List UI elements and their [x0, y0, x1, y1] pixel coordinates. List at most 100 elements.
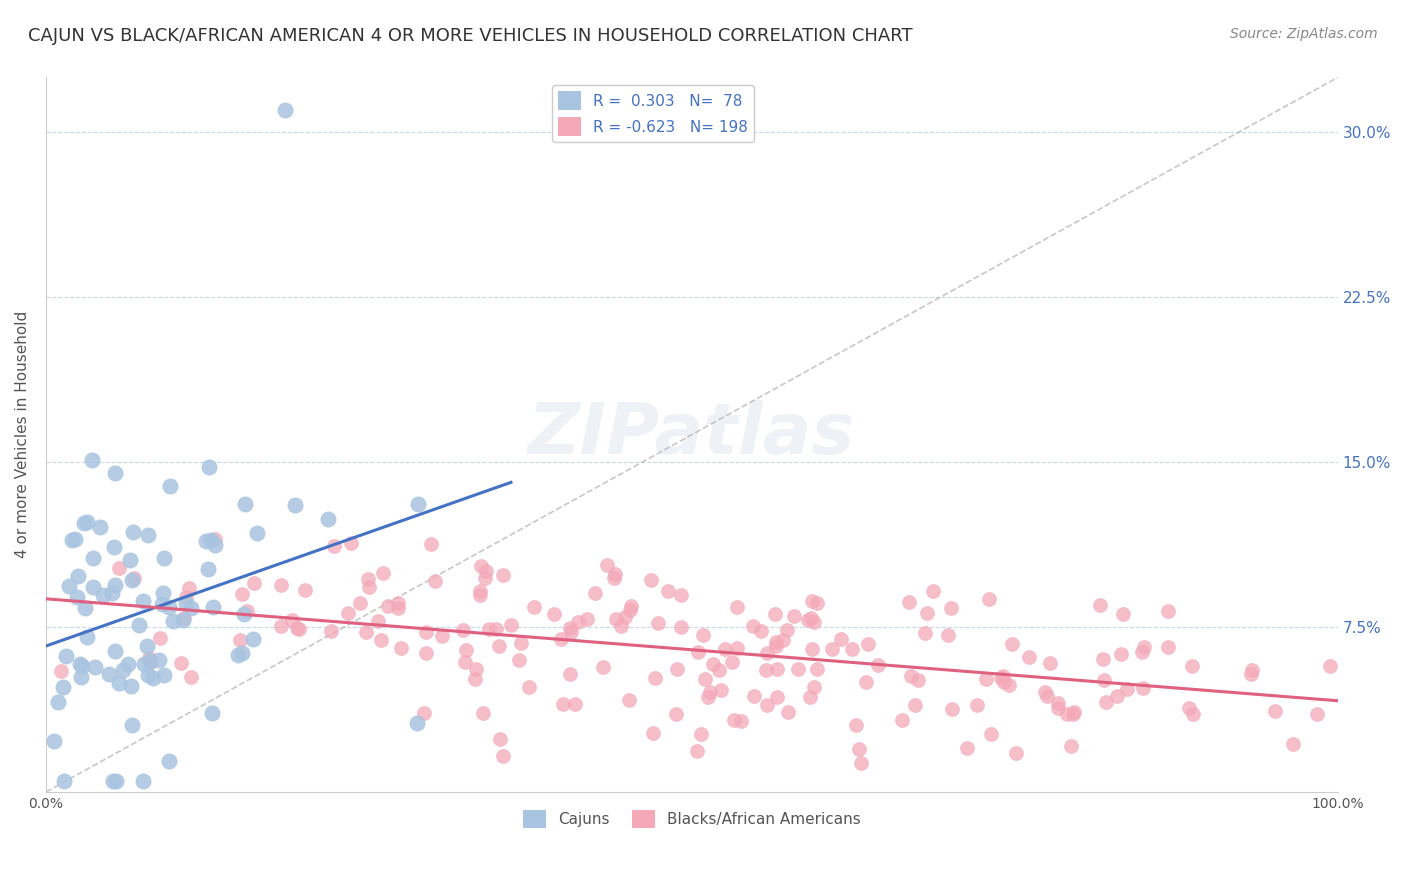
Point — [233, 497, 256, 511]
Point — [103, 774, 125, 789]
Point — [692, 628, 714, 642]
Point — [157, 754, 180, 768]
Point — [499, 618, 522, 632]
Point — [990, 672, 1012, 686]
Point — [108, 675, 131, 690]
Point — [69, 657, 91, 671]
Point — [1033, 685, 1056, 699]
Point — [1130, 645, 1153, 659]
Point — [1005, 747, 1028, 761]
Point — [357, 572, 380, 586]
Point — [1092, 652, 1115, 666]
Point — [287, 622, 309, 636]
Point — [136, 668, 159, 682]
Point — [52, 774, 75, 789]
Point — [318, 512, 340, 526]
Point — [111, 663, 134, 677]
Point — [456, 643, 478, 657]
Point — [976, 672, 998, 686]
Point — [936, 628, 959, 642]
Point — [702, 657, 724, 671]
Point — [617, 693, 640, 707]
Point — [543, 607, 565, 621]
Point — [104, 773, 127, 788]
Point — [725, 600, 748, 615]
Point — [66, 590, 89, 604]
Point — [340, 536, 363, 550]
Point — [138, 651, 160, 665]
Point — [1047, 701, 1070, 715]
Point — [669, 620, 692, 634]
Point — [686, 645, 709, 659]
Point — [236, 604, 259, 618]
Point — [73, 516, 96, 531]
Point — [1095, 695, 1118, 709]
Point — [180, 601, 202, 615]
Point — [200, 533, 222, 547]
Point — [204, 532, 226, 546]
Point — [1240, 667, 1263, 681]
Point — [270, 619, 292, 633]
Point — [941, 701, 963, 715]
Point — [152, 586, 174, 600]
Point — [914, 626, 936, 640]
Point — [610, 618, 633, 632]
Point — [451, 623, 474, 637]
Point — [647, 615, 669, 630]
Point — [1036, 689, 1059, 703]
Point — [806, 597, 828, 611]
Point — [131, 774, 153, 789]
Point — [596, 558, 619, 573]
Point — [231, 587, 253, 601]
Point — [721, 655, 744, 669]
Point — [63, 533, 86, 547]
Point — [200, 706, 222, 720]
Point — [76, 515, 98, 529]
Point — [274, 103, 297, 118]
Point — [472, 706, 495, 720]
Point — [1112, 607, 1135, 621]
Point — [848, 742, 870, 756]
Point — [803, 681, 825, 695]
Point — [766, 690, 789, 704]
Point — [387, 596, 409, 610]
Point — [121, 718, 143, 732]
Point — [242, 575, 264, 590]
Point — [991, 669, 1014, 683]
Point — [454, 655, 477, 669]
Point — [412, 706, 434, 721]
Point — [82, 551, 104, 566]
Point — [202, 600, 225, 615]
Point — [714, 641, 737, 656]
Point — [1178, 701, 1201, 715]
Point — [80, 452, 103, 467]
Point — [104, 643, 127, 657]
Point — [742, 618, 765, 632]
Point — [841, 642, 863, 657]
Point — [1132, 681, 1154, 696]
Point — [370, 632, 392, 647]
Point — [322, 539, 344, 553]
Point — [1039, 656, 1062, 670]
Point — [231, 646, 253, 660]
Point — [922, 584, 945, 599]
Point — [585, 586, 607, 600]
Point — [776, 705, 799, 719]
Point — [1182, 707, 1205, 722]
Text: CAJUN VS BLACK/AFRICAN AMERICAN 4 OR MORE VEHICLES IN HOUSEHOLD CORRELATION CHAR: CAJUN VS BLACK/AFRICAN AMERICAN 4 OR MOR… — [28, 27, 912, 45]
Point — [693, 672, 716, 686]
Point — [464, 672, 486, 686]
Point — [749, 624, 772, 639]
Point — [474, 564, 496, 578]
Point — [765, 639, 787, 653]
Point — [197, 562, 219, 576]
Point — [644, 672, 666, 686]
Point — [66, 568, 89, 582]
Point — [107, 561, 129, 575]
Point — [592, 659, 614, 673]
Text: Source: ZipAtlas.com: Source: ZipAtlas.com — [1230, 27, 1378, 41]
Point — [666, 662, 689, 676]
Point — [359, 581, 381, 595]
Point — [118, 553, 141, 567]
Point — [150, 597, 173, 611]
